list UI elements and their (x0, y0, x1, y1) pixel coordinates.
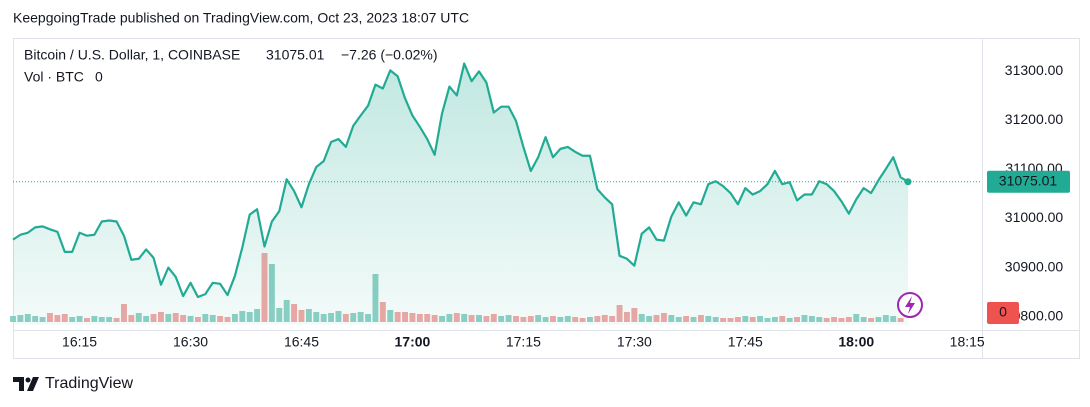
y-tick-label: 30900.00 (1005, 258, 1064, 274)
x-tick-label: 17:15 (506, 334, 541, 350)
x-tick-label: 17:45 (728, 334, 763, 350)
x-tick-label: 16:15 (62, 334, 97, 350)
legend-volume: 0 (95, 69, 103, 85)
brand-name: TradingView (45, 375, 133, 392)
plot (10, 62, 982, 326)
y-tick-label: 31200.00 (1005, 111, 1064, 127)
price-badge-label: 31075.01 (999, 172, 1058, 188)
x-tick-label: 17:30 (617, 334, 652, 350)
y-tick-label: 31300.00 (1005, 62, 1064, 78)
volume-badge (987, 302, 1019, 324)
volume-badge-label: 0 (999, 304, 1007, 320)
last-point (904, 178, 912, 186)
area-fill (13, 63, 909, 326)
alert-icon[interactable] (897, 292, 923, 318)
y-tick-label: 31000.00 (1005, 209, 1064, 225)
symbol-label: Bitcoin / U.S. Dollar, 1, COINBASE (24, 47, 240, 63)
price-line (12, 62, 909, 299)
y-tick-label: 30800.00 (1005, 307, 1064, 323)
legend-change: −7.26 (−0.02%) (341, 47, 438, 63)
x-tick-label: 17:00 (395, 334, 431, 350)
x-tick-label: 18:15 (950, 334, 985, 350)
tradingview-logo (13, 377, 39, 391)
x-tick-label: 18:00 (838, 334, 874, 350)
volume-label: Vol · BTC (24, 69, 84, 85)
x-tick-label: 16:30 (173, 334, 208, 350)
legend-price: 31075.01 (266, 47, 325, 63)
chart-frame (13, 38, 1080, 359)
price-badge (987, 170, 1070, 193)
x-tick-label: 16:45 (284, 334, 319, 350)
header-text: KeepgoingTrade published on TradingView.… (13, 10, 469, 26)
